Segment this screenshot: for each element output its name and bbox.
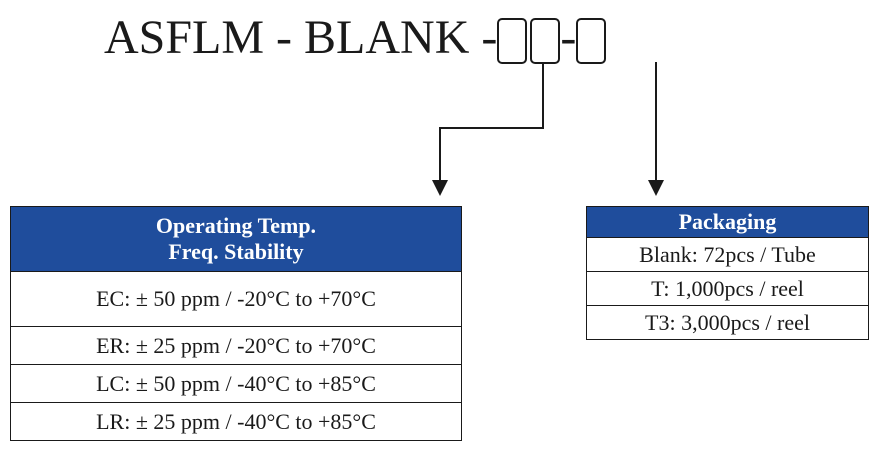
operating-temp-table: Operating Temp. Freq. Stability EC: ± 50… xyxy=(10,206,462,441)
arrow-down-icon-packaging xyxy=(648,180,664,196)
packaging-table: Packaging Blank: 72pcs / Tube T: 1,000pc… xyxy=(586,206,869,340)
packaging-row: T: 1,000pcs / reel xyxy=(586,271,869,306)
packaging-row: Blank: 72pcs / Tube xyxy=(586,237,869,272)
temp-row: ER: ± 25 ppm / -20°C to +70°C xyxy=(10,326,462,365)
temp-table-header: Operating Temp. Freq. Stability xyxy=(10,206,462,272)
packaging-table-header: Packaging xyxy=(586,206,869,238)
option-slot-3 xyxy=(576,18,607,64)
option-slot-1 xyxy=(497,18,528,64)
temp-header-line2: Freq. Stability xyxy=(168,239,304,264)
temp-row: LC: ± 50 ppm / -40°C to +85°C xyxy=(10,364,462,403)
option-slot-2 xyxy=(530,18,561,64)
part-number-separator: - xyxy=(560,11,577,64)
temp-row: EC: ± 50 ppm / -20°C to +70°C xyxy=(10,271,462,327)
part-number: ASFLM - BLANK - - xyxy=(104,10,607,66)
connector-temp xyxy=(439,62,544,180)
part-number-prefix: ASFLM - BLANK - xyxy=(104,11,498,64)
temp-header-line1: Operating Temp. xyxy=(155,213,317,238)
arrow-down-icon-temp xyxy=(432,180,448,196)
packaging-row: T3: 3,000pcs / reel xyxy=(586,305,869,340)
temp-row: LR: ± 25 ppm / -40°C to +85°C xyxy=(10,402,462,441)
